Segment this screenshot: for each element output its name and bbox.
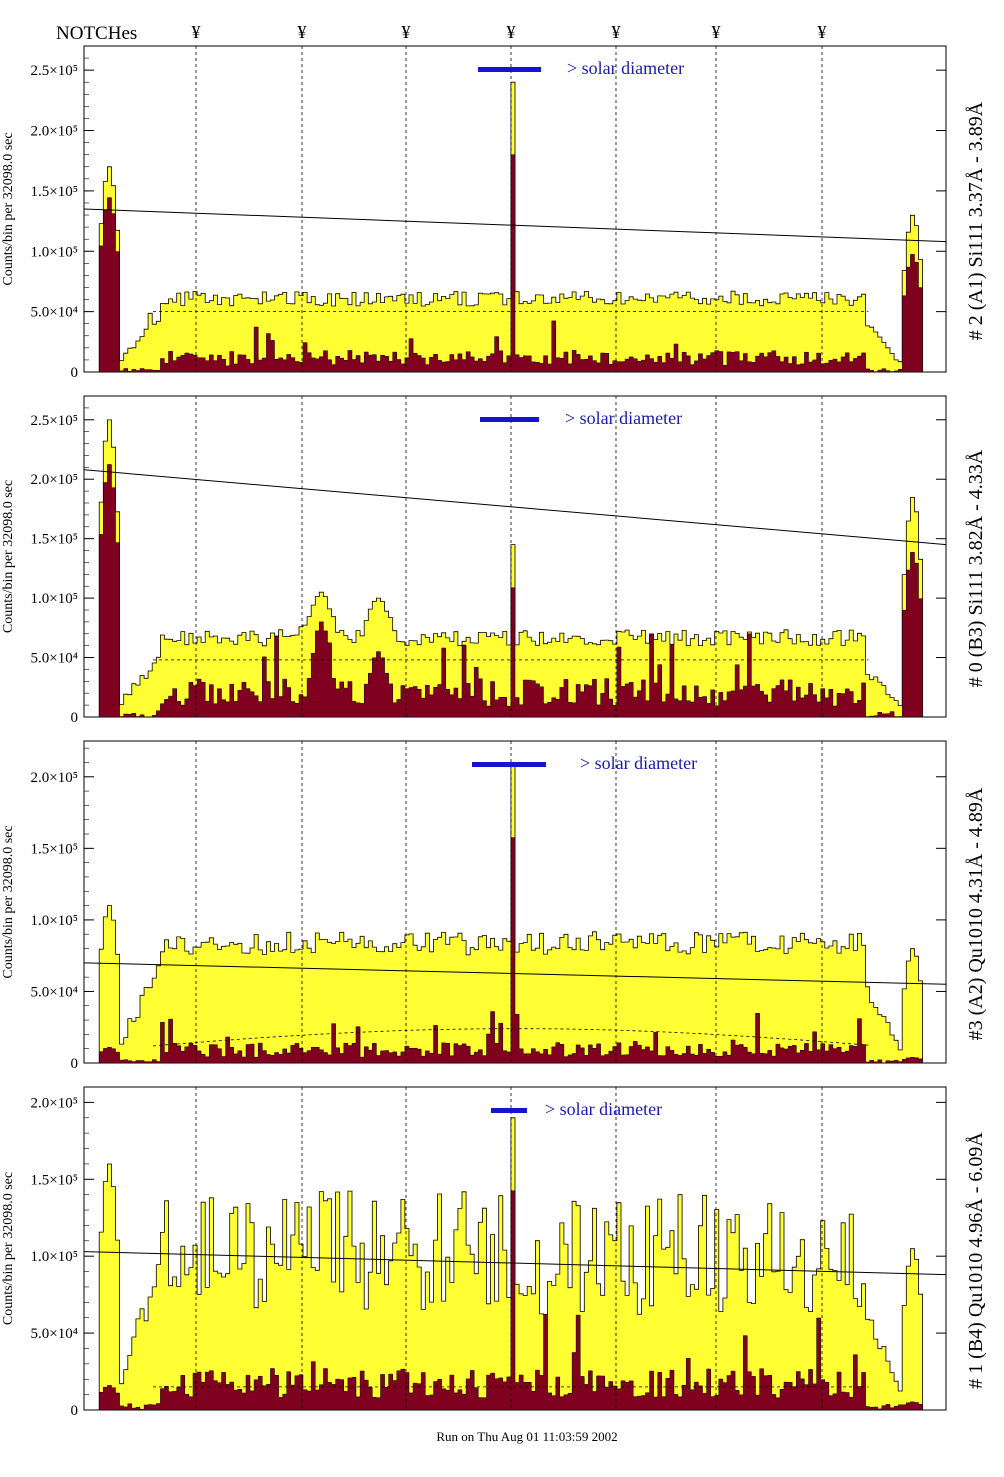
ytick-label: 2.0×10⁵: [31, 472, 78, 488]
ytick-label: 5.0×10⁴: [31, 305, 78, 321]
y-axis-title: Counts/bin per 32098.0 sec: [1, 480, 16, 633]
solar-diameter-label: > solar diameter: [565, 408, 682, 428]
ytick-label: 5.0×10⁴: [31, 651, 78, 667]
ytick-label: 2.0×10⁵: [31, 770, 78, 786]
solar-diameter-label: > solar diameter: [545, 1099, 662, 1119]
ytick-label: 0: [71, 365, 79, 381]
histogram-panels: 0 5.0×10⁴ 1.0×10⁵ 1.5×10⁵ 2.0×10⁵ 2.5×10⁵ Coun…: [1, 45, 987, 1419]
efficiency-trend-line: [83, 469, 947, 546]
ytick-label: 1.5×10⁵: [31, 532, 78, 548]
ytick-label: 1.5×10⁵: [31, 841, 78, 857]
reference-dashed-curve: [152, 1028, 869, 1047]
notch-marker-4: ¥: [507, 22, 516, 42]
subset-counts-histogram: [87, 837, 943, 1064]
ytick-label: 1.0×10⁵: [31, 591, 78, 607]
y-axis-title: Counts/bin per 32098.0 sec: [1, 1172, 16, 1325]
run-timestamp: Run on Thu Aug 01 11:03:59 2002: [436, 1429, 617, 1444]
notch-marker-2: ¥: [298, 22, 307, 42]
ytick-label: 5.0×10⁴: [31, 1326, 78, 1342]
panel-title: #3 (A2) Qu1010 4.31Å - 4.89Å: [965, 787, 987, 1040]
ytick-label: 0: [71, 710, 79, 726]
solar-diameter-bar: [478, 67, 541, 72]
solar-diameter-bar: [472, 762, 546, 767]
notch-marker-5: ¥: [612, 22, 621, 42]
ytick-label: 2.5×10⁵: [31, 413, 78, 429]
ytick-label: 0: [71, 1403, 79, 1419]
solar-diameter-bar: [491, 1108, 527, 1113]
efficiency-trend-line: [83, 962, 947, 985]
solar-diameter-label: > solar diameter: [567, 58, 684, 78]
y-axis-title: Counts/bin per 32098.0 sec: [1, 825, 16, 978]
y-axis-title: Counts/bin per 32098.0 sec: [1, 132, 16, 285]
notch-marker-row: ¥ ¥ ¥ ¥ ¥ ¥ ¥: [192, 22, 827, 42]
panel-1: 0 5.0×10⁴ 1.0×10⁵ 1.5×10⁵ 2.0×10⁵ 2.5×10⁵ Coun…: [1, 45, 987, 381]
panel-title: # 2 (A1) Si111 3.37Å - 3.89Å: [965, 101, 987, 340]
ytick-label: 1.0×10⁵: [31, 913, 78, 929]
ytick-label: 2.0×10⁵: [31, 1095, 78, 1111]
panel-3: 0 5.0×10⁴ 1.0×10⁵ 1.5×10⁵ 2.0×10⁵ Counts/bin …: [1, 740, 987, 1072]
notch-marker-6: ¥: [712, 22, 721, 42]
ytick-label: 1.5×10⁵: [31, 1172, 78, 1188]
subset-counts-histogram: [87, 464, 943, 718]
panel-title: # 1 (B4) Qu1010 4.96Å - 6.09Å: [965, 1132, 987, 1389]
ytick-label: 2.0×10⁵: [31, 124, 78, 140]
solar-diameter-bar: [480, 417, 539, 422]
efficiency-trend-line: [83, 1251, 947, 1276]
efficiency-trend-line: [83, 208, 947, 243]
ytick-label: 2.5×10⁵: [31, 63, 78, 79]
solar-diameter-label: > solar diameter: [580, 753, 697, 773]
subset-counts-histogram: [87, 154, 943, 373]
ytick-label: 1.0×10⁵: [31, 244, 78, 260]
ytick-label: 5.0×10⁴: [31, 984, 78, 1000]
ytick-label: 0: [71, 1056, 79, 1072]
panel-2: 0 5.0×10⁴ 1.0×10⁵ 1.5×10⁵ 2.0×10⁵ 2.5×10⁵ Coun…: [1, 395, 987, 726]
notch-label: NOTCHes: [56, 23, 137, 44]
notch-marker-1: ¥: [192, 22, 201, 42]
panel-4: 0 5.0×10⁴ 1.0×10⁵ 1.5×10⁵ 2.0×10⁵ Counts/bin …: [1, 1086, 987, 1419]
ytick-label: 1.0×10⁵: [31, 1249, 78, 1265]
panel-title: # 0 (B3) Si111 3.82Å - 4.33Å: [965, 449, 987, 687]
ytick-label: 1.5×10⁵: [31, 184, 78, 200]
notch-marker-3: ¥: [402, 22, 411, 42]
notch-marker-7: ¥: [818, 22, 827, 42]
